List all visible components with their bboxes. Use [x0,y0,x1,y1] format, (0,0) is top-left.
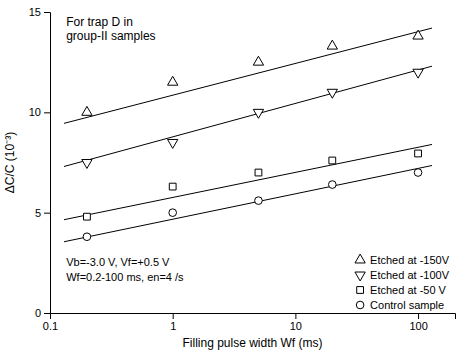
point [168,76,178,85]
axis-line [44,13,51,314]
series [64,144,432,220]
legend-label: Etched at -50 V [370,284,446,296]
tick-label: 0 [35,307,41,319]
tick-label: 15 [29,6,41,18]
point [83,233,91,241]
tick-label: 100 [409,320,427,332]
point [168,139,178,148]
y-axis: 0 5 10 15 [29,6,51,319]
tick-label: 10 [290,320,302,332]
y-axis-title: ΔC/C (10⁻³) [3,132,17,193]
legend-label: Etched at -100V [370,269,450,281]
tick-mark [173,313,174,319]
fit-line [64,166,432,242]
tick: 15 [29,6,50,18]
tick: 10 [29,106,50,118]
legend: Etched at -150V Etched at -100V Etched at … [355,254,450,311]
point [169,183,176,190]
series [64,66,432,168]
tick-mark [44,12,50,13]
tick-mark [295,313,296,319]
tick-mark [44,313,50,314]
annotation: Wf=0.2-100 ms, en=4 /s [66,271,184,283]
series [64,28,432,123]
legend-item: Etched at -50 V [357,284,447,296]
x-axis-title: Filling pulse width Wf (ms) [182,336,322,350]
tick-label: 5 [35,207,41,219]
chart: 0.1 1 10 100 0 5 10 15 Filling pulse width Wf (m… [0,0,471,355]
point [255,169,262,176]
x-axis: 0.1 1 10 100 [43,313,456,332]
point [415,150,422,157]
tick: 5 [35,207,50,219]
point [327,40,337,49]
tick: 0 [35,307,50,319]
legend-marker [355,272,365,281]
point [255,197,263,205]
marks [64,28,432,242]
legend-label: Etched at -150V [370,254,450,266]
point [253,56,263,65]
tick-label: 1 [170,320,176,332]
legend-label: Control sample [370,299,444,311]
point [84,213,91,220]
point [328,181,336,189]
fit-line [64,144,432,219]
series [64,166,432,242]
tick-mark [44,112,50,113]
point [253,109,263,118]
point [327,89,337,98]
axis-line [51,314,456,320]
point [329,157,336,164]
point [82,106,92,115]
point [413,69,423,78]
legend-marker [356,301,364,309]
legend-marker [357,287,364,294]
annotation: Vb=-3.0 V, Vf=+0.5 V [66,256,170,268]
plot: 0.1 1 10 100 0 5 10 15 Filling pulse width Wf (m… [3,6,456,350]
tick: 0.1 [43,313,58,332]
legend-item: Etched at -150V [355,254,450,266]
legend-item: Etched at -100V [355,269,450,281]
fit-line [64,66,432,166]
legend-item: Control sample [356,299,444,311]
point [414,169,422,177]
fit-line [64,28,432,123]
tick: 1 [170,313,176,332]
tick-label: 10 [29,106,41,118]
title: For trap D ingroup-II samples [66,15,155,43]
tick-mark [44,213,50,214]
tick: 100 [409,313,427,332]
point [413,30,423,39]
tick-label: 0.1 [43,320,58,332]
tick: 10 [290,313,302,332]
point [82,160,92,169]
legend-marker [355,254,365,263]
tick-mark [418,313,419,319]
point [169,209,177,217]
